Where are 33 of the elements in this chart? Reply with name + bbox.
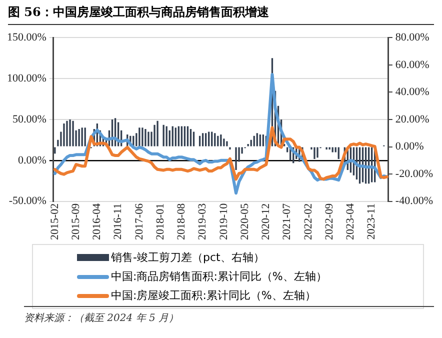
x-tick-label: 2019-03: [196, 202, 209, 240]
x-tick-label: 2018-08: [176, 202, 188, 240]
y2-tick-label: 20.00%: [395, 113, 430, 126]
x-tick-label: 2022-02: [302, 203, 314, 240]
y-tick-label: -50.00%: [8, 195, 46, 208]
y2-tick-label: -20.00%: [395, 168, 433, 180]
x-tick-label: 2016-11: [112, 203, 124, 240]
x-tick-label: 2015-09: [70, 202, 82, 240]
x-tick-label: 2023-04: [344, 202, 357, 240]
y-tick-label: 50.00%: [12, 113, 46, 126]
text: 资料来源：（截至 2024 年 5 月）: [24, 306, 434, 325]
y2-tick-label: 60.00%: [395, 58, 430, 71]
y-tick-label: 100.00%: [6, 72, 46, 84]
y2-tick-label: 0.00%: [395, 140, 424, 153]
chart-title: 图 56：中国房屋竣工面积与商品房销售面积增速: [8, 4, 434, 25]
legend-label: 中国:房屋竣工面积:累计同比（%、左轴）: [111, 288, 316, 303]
x-tick-label: 2020-05: [238, 202, 251, 240]
y2-tick-label: 80.00%: [395, 31, 430, 44]
legend-label: 销售-竣工剪刀差（pct、右轴）: [111, 250, 264, 265]
x-tick-label: 2015-02: [48, 203, 61, 240]
y-tick-label: 0.00%: [18, 154, 46, 166]
legend-label: 中国:商品房销售面积:累计同比（%、左轴）: [111, 269, 327, 284]
x-tick-label: 2018-01: [154, 203, 166, 240]
x-tick-label: 2021-07: [281, 202, 294, 240]
x-tick-label: 2019-10: [218, 202, 230, 240]
y2-tick-label: 40.00%: [395, 86, 430, 98]
y2-tick-label: -40.00%: [395, 195, 433, 208]
y-tick-label: 150.00%: [6, 31, 46, 44]
x-tick-label: 2016-04: [91, 202, 104, 240]
x-tick-label: 2017-06: [133, 202, 146, 240]
x-tick-label: 2020-12: [260, 203, 272, 240]
x-tick-label: 2022-09: [323, 202, 336, 240]
x-tick-label: 2023-11: [366, 203, 378, 240]
